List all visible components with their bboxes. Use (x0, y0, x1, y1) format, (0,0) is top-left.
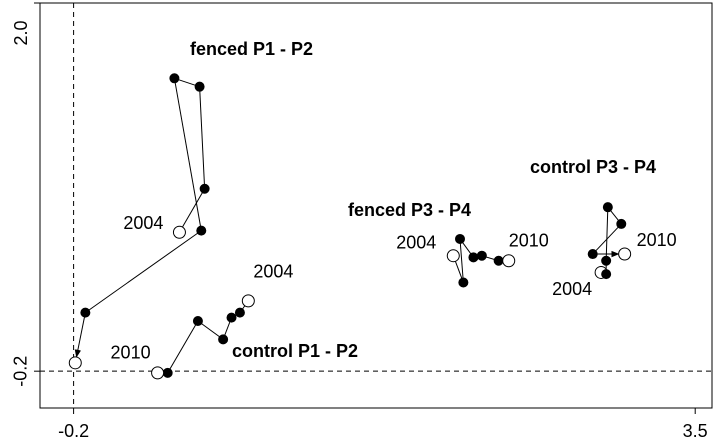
point (476, 250, 487, 261)
point (468, 252, 479, 263)
point (218, 334, 229, 345)
endpoint (618, 247, 632, 261)
point (602, 202, 613, 213)
series-label: control P1 - P2 (232, 341, 358, 361)
trajectory-segment (74, 312, 86, 358)
series-label: control P3 - P4 (530, 157, 656, 177)
point (493, 255, 504, 266)
point (616, 218, 627, 229)
trajectory-segment (459, 238, 464, 283)
point (196, 225, 207, 236)
point (587, 249, 598, 260)
trajectory-segment (85, 230, 202, 314)
trajectory-segment (592, 223, 622, 255)
point (234, 307, 245, 318)
point (601, 255, 612, 266)
year-label: 2004 (123, 213, 163, 233)
endpoint (151, 366, 165, 380)
endpoint (68, 356, 82, 370)
series-label: fenced P3 - P4 (348, 200, 471, 220)
series-label: fenced P1 - P2 (190, 39, 313, 59)
x-tick-label: 3.5 (683, 421, 708, 441)
plot-frame (39, 2, 713, 409)
point (192, 315, 203, 326)
point (194, 81, 205, 92)
year-label: 2004 (552, 279, 592, 299)
trajectory-segment (173, 78, 202, 231)
x-tick-label: -0.2 (58, 421, 89, 441)
trajectory-segment (197, 320, 224, 340)
point (80, 307, 91, 318)
y-tick-label: 2.0 (11, 20, 31, 45)
point (601, 269, 612, 280)
trajectory-segment (605, 207, 609, 261)
endpoint (241, 294, 255, 308)
endpoint (502, 254, 516, 268)
year-label: 2004 (253, 262, 293, 282)
year-label: 2010 (509, 230, 549, 250)
trajectory-segment (199, 86, 206, 189)
point (199, 183, 210, 194)
trajectory-segment (179, 188, 206, 233)
endpoint (172, 225, 186, 239)
y-tick-label: -0.2 (11, 356, 31, 387)
point (226, 312, 237, 323)
year-label: 2010 (637, 230, 677, 250)
year-label: 2010 (111, 343, 151, 363)
point (162, 367, 173, 378)
year-label: 2004 (396, 232, 436, 252)
point (169, 73, 180, 84)
trajectory-segment (167, 320, 199, 374)
point (458, 277, 469, 288)
endpoint (446, 249, 460, 263)
point (455, 233, 465, 244)
